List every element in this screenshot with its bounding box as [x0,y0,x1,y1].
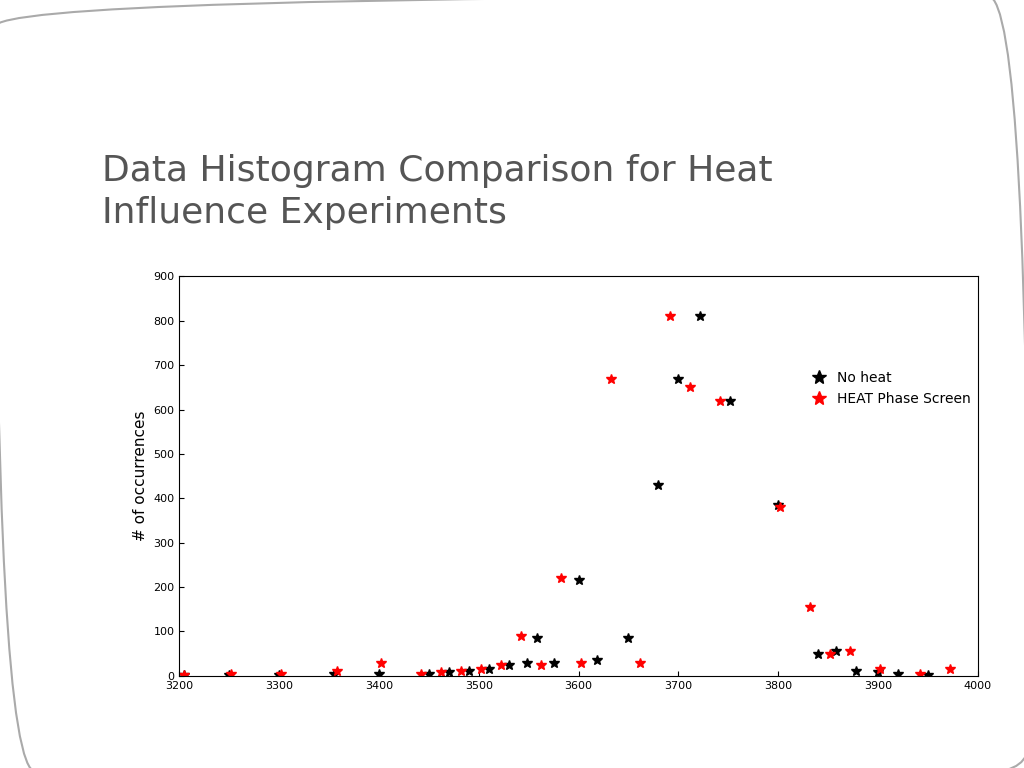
Line: HEAT Phase Screen: HEAT Phase Screen [179,312,954,680]
No heat [673,374,685,383]
No heat [812,649,824,658]
Text: Data Histogram Comparison for Heat
Influence Experiments: Data Histogram Comparison for Heat Influ… [102,154,773,230]
HEAT Phase Screen [913,669,926,678]
HEAT Phase Screen [375,659,387,668]
HEAT Phase Screen [873,664,886,674]
HEAT Phase Screen [944,664,956,674]
No heat [423,669,435,678]
Legend: No heat, HEAT Phase Screen: No heat, HEAT Phase Screen [805,371,971,406]
HEAT Phase Screen [804,602,816,611]
HEAT Phase Screen [474,664,486,674]
No heat [652,481,665,490]
No heat [830,647,843,656]
HEAT Phase Screen [665,312,677,321]
No heat [892,669,904,678]
No heat [530,634,543,643]
No heat [373,669,385,678]
No heat [463,667,475,676]
No heat [442,667,455,677]
No heat [871,667,884,677]
HEAT Phase Screen [455,667,467,676]
HEAT Phase Screen [225,669,238,678]
HEAT Phase Screen [774,502,786,511]
HEAT Phase Screen [634,658,646,667]
HEAT Phase Screen [274,669,287,678]
No heat [591,656,603,665]
No heat [503,660,515,670]
HEAT Phase Screen [574,658,587,667]
HEAT Phase Screen [554,574,566,583]
HEAT Phase Screen [824,649,837,658]
HEAT Phase Screen [434,667,446,677]
Y-axis label: # of occurrences: # of occurrences [133,411,147,541]
Line: No heat: No heat [179,312,933,680]
HEAT Phase Screen [514,631,526,641]
No heat [223,670,236,680]
HEAT Phase Screen [604,374,616,383]
HEAT Phase Screen [415,669,427,678]
HEAT Phase Screen [844,647,856,656]
HEAT Phase Screen [684,382,696,392]
No heat [922,670,934,679]
No heat [520,658,532,667]
No heat [850,667,862,676]
No heat [178,670,190,680]
HEAT Phase Screen [331,666,343,675]
HEAT Phase Screen [178,670,190,679]
HEAT Phase Screen [714,396,726,406]
No heat [772,501,784,510]
HEAT Phase Screen [535,660,547,670]
HEAT Phase Screen [495,660,507,670]
No heat [548,658,560,667]
No heat [623,634,635,643]
No heat [328,670,340,679]
No heat [694,312,707,321]
No heat [724,396,736,406]
No heat [572,576,585,585]
No heat [482,664,495,674]
No heat [272,670,285,679]
